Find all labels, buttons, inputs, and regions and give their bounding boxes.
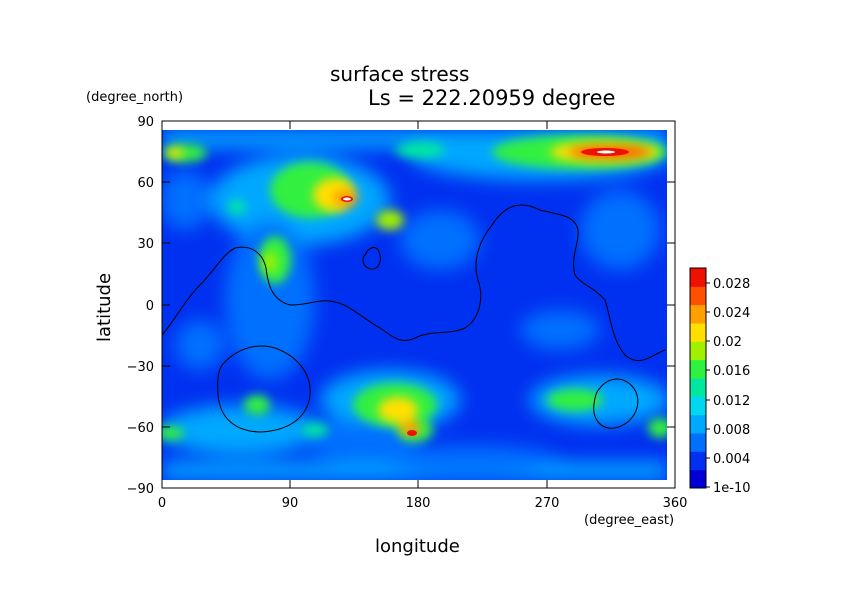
chart-title: surface stress	[330, 62, 470, 86]
colorbar-label: 1e-10	[713, 481, 751, 496]
y-tick-label: 30	[137, 237, 154, 252]
x-axis-label: longitude	[375, 536, 460, 557]
colorbar-band	[690, 359, 706, 379]
chart-subtitle: Ls = 222.20959 degree	[368, 86, 616, 110]
y-tick-label: 90	[137, 115, 154, 130]
colorbar-label: 0.02	[713, 335, 742, 350]
y-tick-label: −30	[127, 360, 154, 375]
topography-contours	[162, 204, 666, 433]
colorbar-band	[690, 323, 706, 342]
x-tick-label: 90	[282, 496, 299, 511]
x-tick-label: 360	[663, 496, 688, 511]
y-tick-label: 60	[137, 176, 154, 191]
x-tick-label: 180	[406, 496, 431, 511]
colorbar-band	[690, 286, 706, 306]
y-tick-label: −60	[127, 421, 154, 436]
colorbar-label: 0.008	[713, 423, 750, 438]
colorbar-ticks	[706, 282, 710, 488]
colorbar-band	[690, 268, 706, 287]
colorbar-band	[690, 378, 706, 397]
y-tick-label: −90	[127, 482, 154, 497]
colorbar-label: 0.004	[713, 452, 750, 467]
colorbar	[690, 268, 706, 489]
colorbar-label: 0.028	[713, 277, 750, 292]
colorbar-band	[690, 433, 706, 452]
x-axis-ticks	[161, 121, 676, 488]
colorbar-band	[690, 396, 706, 416]
colorbar-band	[690, 469, 706, 489]
colorbar-band	[690, 341, 706, 361]
colorbar-label: 0.016	[713, 364, 750, 379]
colorbar-label: 0.024	[713, 306, 750, 321]
colorbar-band	[690, 451, 706, 471]
y-tick-label: 0	[146, 299, 154, 314]
colorbar-label: 0.012	[713, 394, 750, 409]
heatmap-field	[162, 130, 667, 480]
x-tick-label: 270	[535, 496, 560, 511]
colorbar-band	[690, 414, 706, 434]
colorbar-frame	[689, 267, 707, 489]
y-axis-ticks	[162, 120, 675, 489]
y-axis-units: (degree_north)	[86, 90, 184, 105]
x-axis-units: (degree_east)	[584, 513, 675, 528]
colorbar-band	[690, 304, 706, 324]
x-tick-label: 0	[158, 496, 166, 511]
